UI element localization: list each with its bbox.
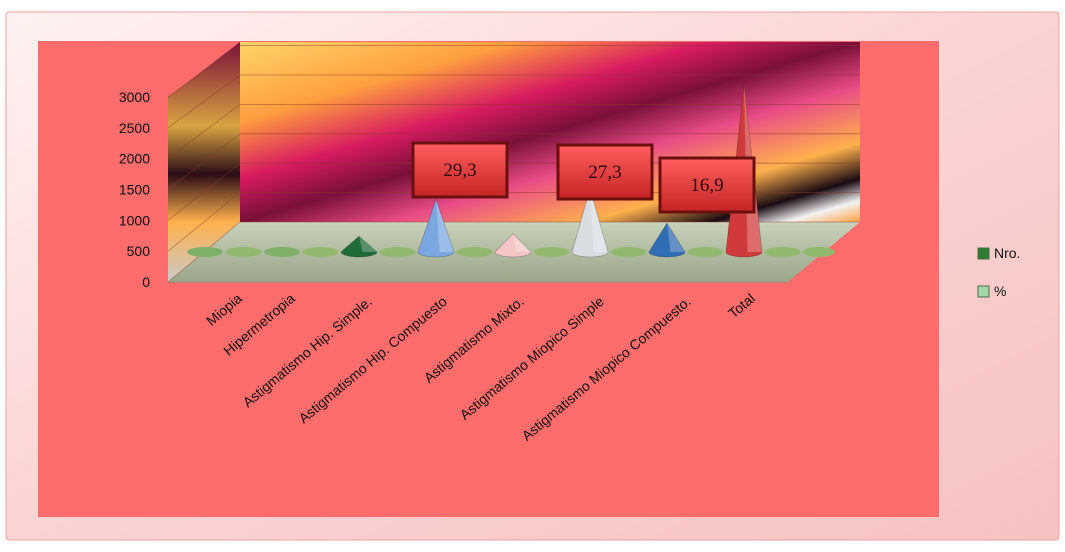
cone-mark <box>340 235 378 258</box>
y-tick-label: 2000 <box>119 151 150 167</box>
data-label-box <box>411 141 509 199</box>
percent-mark <box>225 247 262 257</box>
legend-label: % <box>994 283 1006 299</box>
percent-mark <box>610 247 647 257</box>
percent-mark <box>764 247 801 257</box>
cone-mark <box>264 247 300 257</box>
gridline-side <box>167 104 241 159</box>
y-axis-tick-labels: 0 500 1000 1500 2000 2500 3000 <box>119 89 150 290</box>
gridline-side <box>167 192 241 252</box>
legend: Nro.% <box>977 245 1020 299</box>
cone-mark <box>648 222 686 258</box>
cone-highlight <box>513 233 531 252</box>
percent-mark <box>302 247 339 257</box>
cone-mark <box>417 198 455 258</box>
gridline-side <box>167 162 241 221</box>
data-labels: 29,3 27,3 16,9 <box>411 141 756 214</box>
gridline-side <box>167 45 241 98</box>
y-tick-label: 1500 <box>119 182 150 198</box>
percent-mark <box>456 247 493 257</box>
y-tick-label: 3000 <box>119 89 150 105</box>
gridline-side <box>167 74 241 129</box>
data-label-box <box>556 143 654 201</box>
y-tick-label: 0 <box>142 274 150 290</box>
data-label: 29,3 <box>443 160 476 181</box>
chart-marks <box>187 83 835 258</box>
cone-mark <box>571 187 609 258</box>
cone-mark <box>187 247 223 257</box>
y-tick-label: 2500 <box>119 120 150 136</box>
cone-highlight <box>359 236 377 252</box>
y-tick-label: 1000 <box>119 212 150 228</box>
legend-swatch <box>977 247 990 260</box>
back-wall <box>240 42 860 222</box>
percent-mark <box>379 247 416 257</box>
data-label: 27,3 <box>588 162 621 183</box>
cone-mark <box>494 233 532 258</box>
percent-mark <box>803 247 835 257</box>
legend-swatch <box>977 285 990 298</box>
data-label: 16,9 <box>690 175 723 196</box>
y-tick-label: 500 <box>127 243 151 259</box>
cone-highlight <box>436 199 454 252</box>
percent-mark <box>533 247 570 257</box>
legend-label: Nro. <box>994 245 1020 261</box>
percent-mark <box>687 247 724 257</box>
gridline-side <box>167 133 241 190</box>
cone-highlight <box>667 223 685 252</box>
data-label-box <box>658 156 756 214</box>
cone-highlight <box>590 189 608 252</box>
